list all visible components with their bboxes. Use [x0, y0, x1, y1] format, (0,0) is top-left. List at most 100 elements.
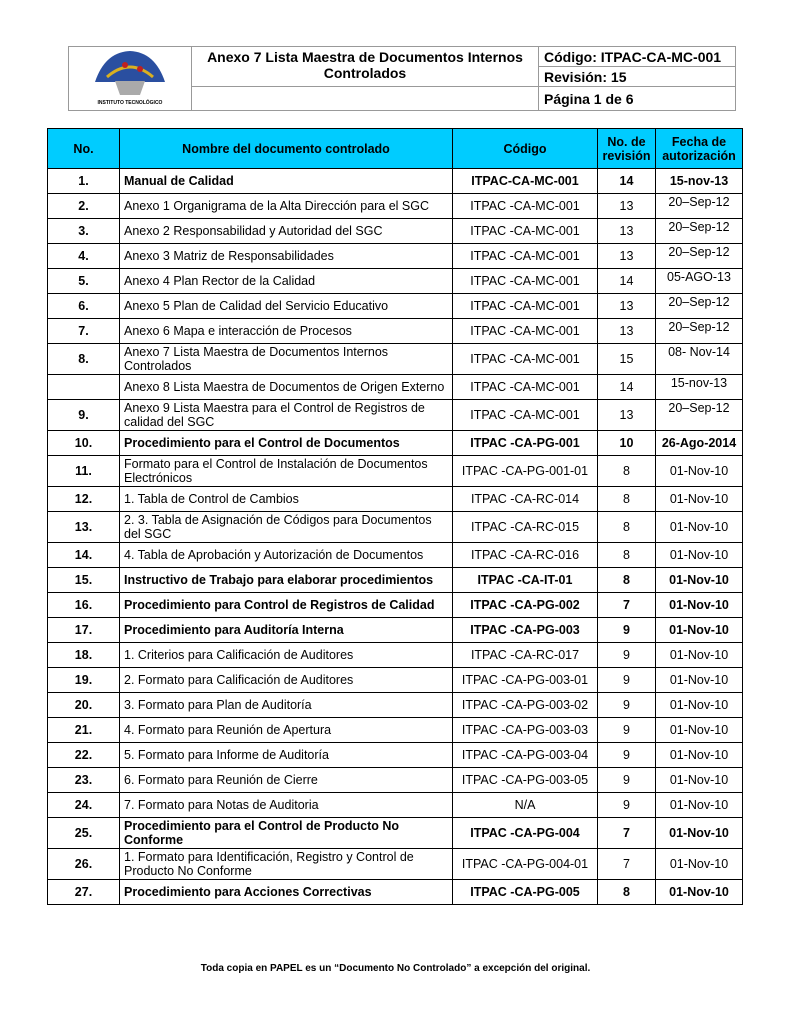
authorization-date: 01-Nov-10 [655, 455, 743, 487]
row-number: 15. [47, 567, 120, 593]
revision-number: 14 [597, 374, 656, 400]
document-code: N/A [452, 792, 598, 818]
revision-number: 9 [597, 692, 656, 718]
revision-number: 14 [597, 268, 656, 294]
document-code: ITPAC -CA-MC-001 [452, 193, 598, 219]
document-code: ITPAC -CA-MC-001 [452, 343, 598, 375]
row-number: 9. [47, 399, 120, 431]
table-row: 26. 1. Formato para Identificación, Regis… [47, 848, 743, 880]
authorization-date: 01-Nov-10 [655, 817, 743, 849]
table-row: 2. Anexo 1 Organigrama de la Alta Direcci… [47, 193, 743, 219]
revision-number: 7 [597, 817, 656, 849]
row-number: 2. [47, 193, 120, 219]
revision-number: 13 [597, 193, 656, 219]
document-code: ITPAC -CA-PG-003-01 [452, 667, 598, 693]
document-name: Procedimiento para el Control de Product… [119, 817, 453, 849]
revision-number: 13 [597, 318, 656, 344]
document-name: 1. Formato para Identificación, Registro… [119, 848, 453, 880]
document-name: 6. Formato para Reunión de Cierre [119, 767, 453, 793]
document-code: ITPAC -CA-MC-001 [452, 218, 598, 244]
table-row: 5. Anexo 4 Plan Rector de la Calidad ITPAC… [47, 268, 743, 294]
document-name: 4. Formato para Reunión de Apertura [119, 717, 453, 743]
document-name: Anexo 7 Lista Maestra de Documentos Inte… [119, 343, 453, 375]
row-number: 25. [47, 817, 120, 849]
column-header-name: Nombre del documento controlado [119, 128, 453, 169]
row-number: 13. [47, 511, 120, 543]
document-code: ITPAC -CA-RC-015 [452, 511, 598, 543]
revision-number: 15 [597, 343, 656, 375]
row-number: 20. [47, 692, 120, 718]
row-number: 17. [47, 617, 120, 643]
revision-number: 8 [597, 486, 656, 512]
row-number: 7. [47, 318, 120, 344]
document-name: 7. Formato para Notas de Auditoria [119, 792, 453, 818]
row-number: 1. [47, 168, 120, 194]
document-name: Anexo 4 Plan Rector de la Calidad [119, 268, 453, 294]
row-number: 14. [47, 542, 120, 568]
document-name: Procedimiento para Auditoría Interna [119, 617, 453, 643]
revision-number: 13 [597, 399, 656, 431]
row-number: 27. [47, 879, 120, 905]
revision-number: 13 [597, 243, 656, 269]
document-code: ITPAC -CA-MC-001 [452, 243, 598, 269]
table-row: 15. Instructivo de Trabajo para elaborar … [47, 567, 743, 593]
authorization-date: 20–Sep-12 [655, 293, 743, 319]
document-code: ITPAC -CA-PG-002 [452, 592, 598, 618]
authorization-date: 01-Nov-10 [655, 848, 743, 880]
document-code: ITPAC -CA-MC-001 [452, 318, 598, 344]
row-number: 26. [47, 848, 120, 880]
document-name: 4. Tabla de Aprobación y Autorización de… [119, 542, 453, 568]
document-code: ITPAC -CA-MC-001 [452, 293, 598, 319]
row-number: 11. [47, 455, 120, 487]
authorization-date: 01-Nov-10 [655, 767, 743, 793]
column-header-code: Código [452, 128, 598, 169]
column-header-revision: No. de revisión [597, 128, 656, 169]
title-line-1: Anexo 7 Lista Maestra de Documentos Inte… [207, 49, 523, 65]
document-name: Procedimiento para Acciones Correctivas [119, 879, 453, 905]
row-number [47, 374, 120, 400]
table-row: 18. 1. Criterios para Calificación de Aud… [47, 642, 743, 668]
column-header-date: Fecha de autorización [655, 128, 743, 169]
table-header-row: No. Nombre del documento controlado Códi… [47, 128, 743, 169]
table-row: 9. Anexo 9 Lista Maestra para el Control … [47, 399, 743, 431]
table-row: 10. Procedimiento para el Control de Docu… [47, 430, 743, 456]
row-number: 23. [47, 767, 120, 793]
document-name: Anexo 8 Lista Maestra de Documentos de O… [119, 374, 453, 400]
document-name: Procedimiento para Control de Registros … [119, 592, 453, 618]
document-name: Anexo 2 Responsabilidad y Autoridad del … [119, 218, 453, 244]
document-code: ITPAC -CA-PG-003-02 [452, 692, 598, 718]
column-header-no: No. [47, 128, 120, 169]
authorization-date: 01-Nov-10 [655, 879, 743, 905]
row-number: 8. [47, 343, 120, 375]
revision-number: 9 [597, 767, 656, 793]
table-row: 17. Procedimiento para Auditoría Interna I… [47, 617, 743, 643]
document-list-table: No. Nombre del documento controlado Códi… [47, 128, 743, 905]
authorization-date: 01-Nov-10 [655, 542, 743, 568]
logo-icon: INSTITUTO TECNOLÓGICO [95, 51, 165, 106]
document-name: Instructivo de Trabajo para elaborar pro… [119, 567, 453, 593]
document-revision: Revisión: 15 [538, 66, 736, 87]
row-number: 18. [47, 642, 120, 668]
document-name: 1. Tabla de Control de Cambios [119, 486, 453, 512]
revision-number: 9 [597, 717, 656, 743]
revision-number: 7 [597, 848, 656, 880]
row-number: 19. [47, 667, 120, 693]
authorization-date: 15-nov-13 [655, 374, 743, 400]
authorization-date: 01-Nov-10 [655, 692, 743, 718]
row-number: 10. [47, 430, 120, 456]
revision-number: 13 [597, 293, 656, 319]
revision-number: 10 [597, 430, 656, 456]
document-name: Anexo 6 Mapa e interacción de Procesos [119, 318, 453, 344]
authorization-date: 20–Sep-12 [655, 243, 743, 269]
revision-number: 9 [597, 642, 656, 668]
document-name: 5. Formato para Informe de Auditoría [119, 742, 453, 768]
document-name: Procedimiento para el Control de Documen… [119, 430, 453, 456]
authorization-date: 26-Ago-2014 [655, 430, 743, 456]
authorization-date: 01-Nov-10 [655, 667, 743, 693]
table-row: 11. Formato para el Control de Instalació… [47, 455, 743, 487]
document-name: 2. 3. Tabla de Asignación de Códigos par… [119, 511, 453, 543]
document-code: ITPAC -CA-PG-001-01 [452, 455, 598, 487]
authorization-date: 01-Nov-10 [655, 617, 743, 643]
page-number: Página 1 de 6 [538, 86, 736, 111]
table-row: 21. 4. Formato para Reunión de Apertura IT… [47, 717, 743, 743]
